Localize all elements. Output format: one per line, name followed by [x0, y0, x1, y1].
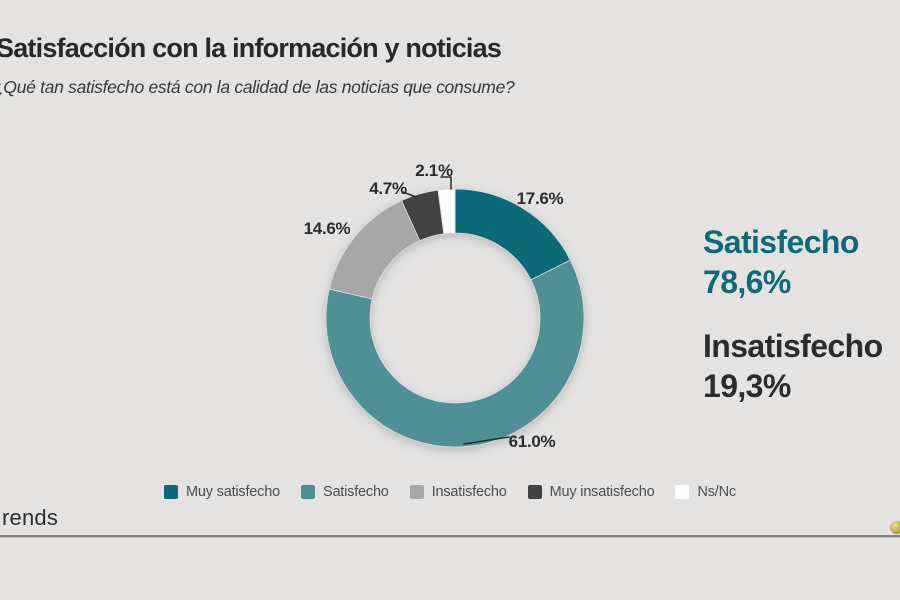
legend-item-insatisfecho: Insatisfecho [409, 484, 507, 500]
slice-label-insatisfecho: 14.6% [303, 219, 351, 238]
legend-swatch-satisfecho [300, 485, 315, 499]
page-title: Satisfacción con la información y notici… [0, 33, 502, 63]
legend-item-muy-insatisfecho: Muy insatisfecho [527, 484, 655, 500]
legend-label-muy-insatisfecho: Muy insatisfecho [549, 484, 655, 500]
footer-divider [0, 535, 900, 538]
legend-swatch-muy-satisfecho [164, 485, 179, 499]
brand-wordmark: rends [2, 505, 59, 530]
summary-unsatisfied-value: 19,3% [703, 368, 791, 404]
summary-satisfied-value: 78,6% [703, 264, 791, 300]
summary-unsatisfied: Insatisfecho 19,3% [703, 326, 883, 406]
slice-label-nsnc: 2.1% [415, 161, 453, 180]
legend-swatch-insatisfecho [409, 485, 424, 499]
logo-dot [890, 521, 900, 534]
legend: Muy satisfecho Satisfecho Insatisfecho M… [0, 484, 900, 500]
slice-label-satisfecho: 61.0% [508, 432, 556, 451]
legend-label-insatisfecho: Insatisfecho [431, 484, 507, 500]
legend-item-satisfecho: Satisfecho [300, 484, 389, 500]
legend-label-muy-satisfecho: Muy satisfecho [186, 484, 280, 500]
page-subtitle: ¿Qué tan satisfecho está con la calidad … [0, 77, 515, 97]
donut-slice-satisfecho [325, 259, 585, 448]
summary-unsatisfied-label: Insatisfecho [703, 328, 883, 364]
slice-label-muy-satisfecho: 17.6% [516, 189, 564, 208]
summary-satisfied-label: Satisfecho [703, 224, 859, 260]
legend-swatch-nsnc [675, 485, 690, 499]
legend-item-nsnc: Ns/Nc [675, 484, 736, 500]
legend-swatch-muy-insatisfecho [527, 485, 542, 499]
legend-item-muy-satisfecho: Muy satisfecho [164, 484, 280, 500]
donut-chart [325, 188, 585, 448]
slice-label-muy-insatisfecho: 4.7% [369, 179, 407, 198]
summary-satisfied: Satisfecho 78,6% [703, 222, 859, 302]
legend-label-nsnc: Ns/Nc [697, 484, 736, 500]
legend-label-satisfecho: Satisfecho [322, 484, 389, 500]
donut-slice-insatisfecho [328, 200, 421, 300]
